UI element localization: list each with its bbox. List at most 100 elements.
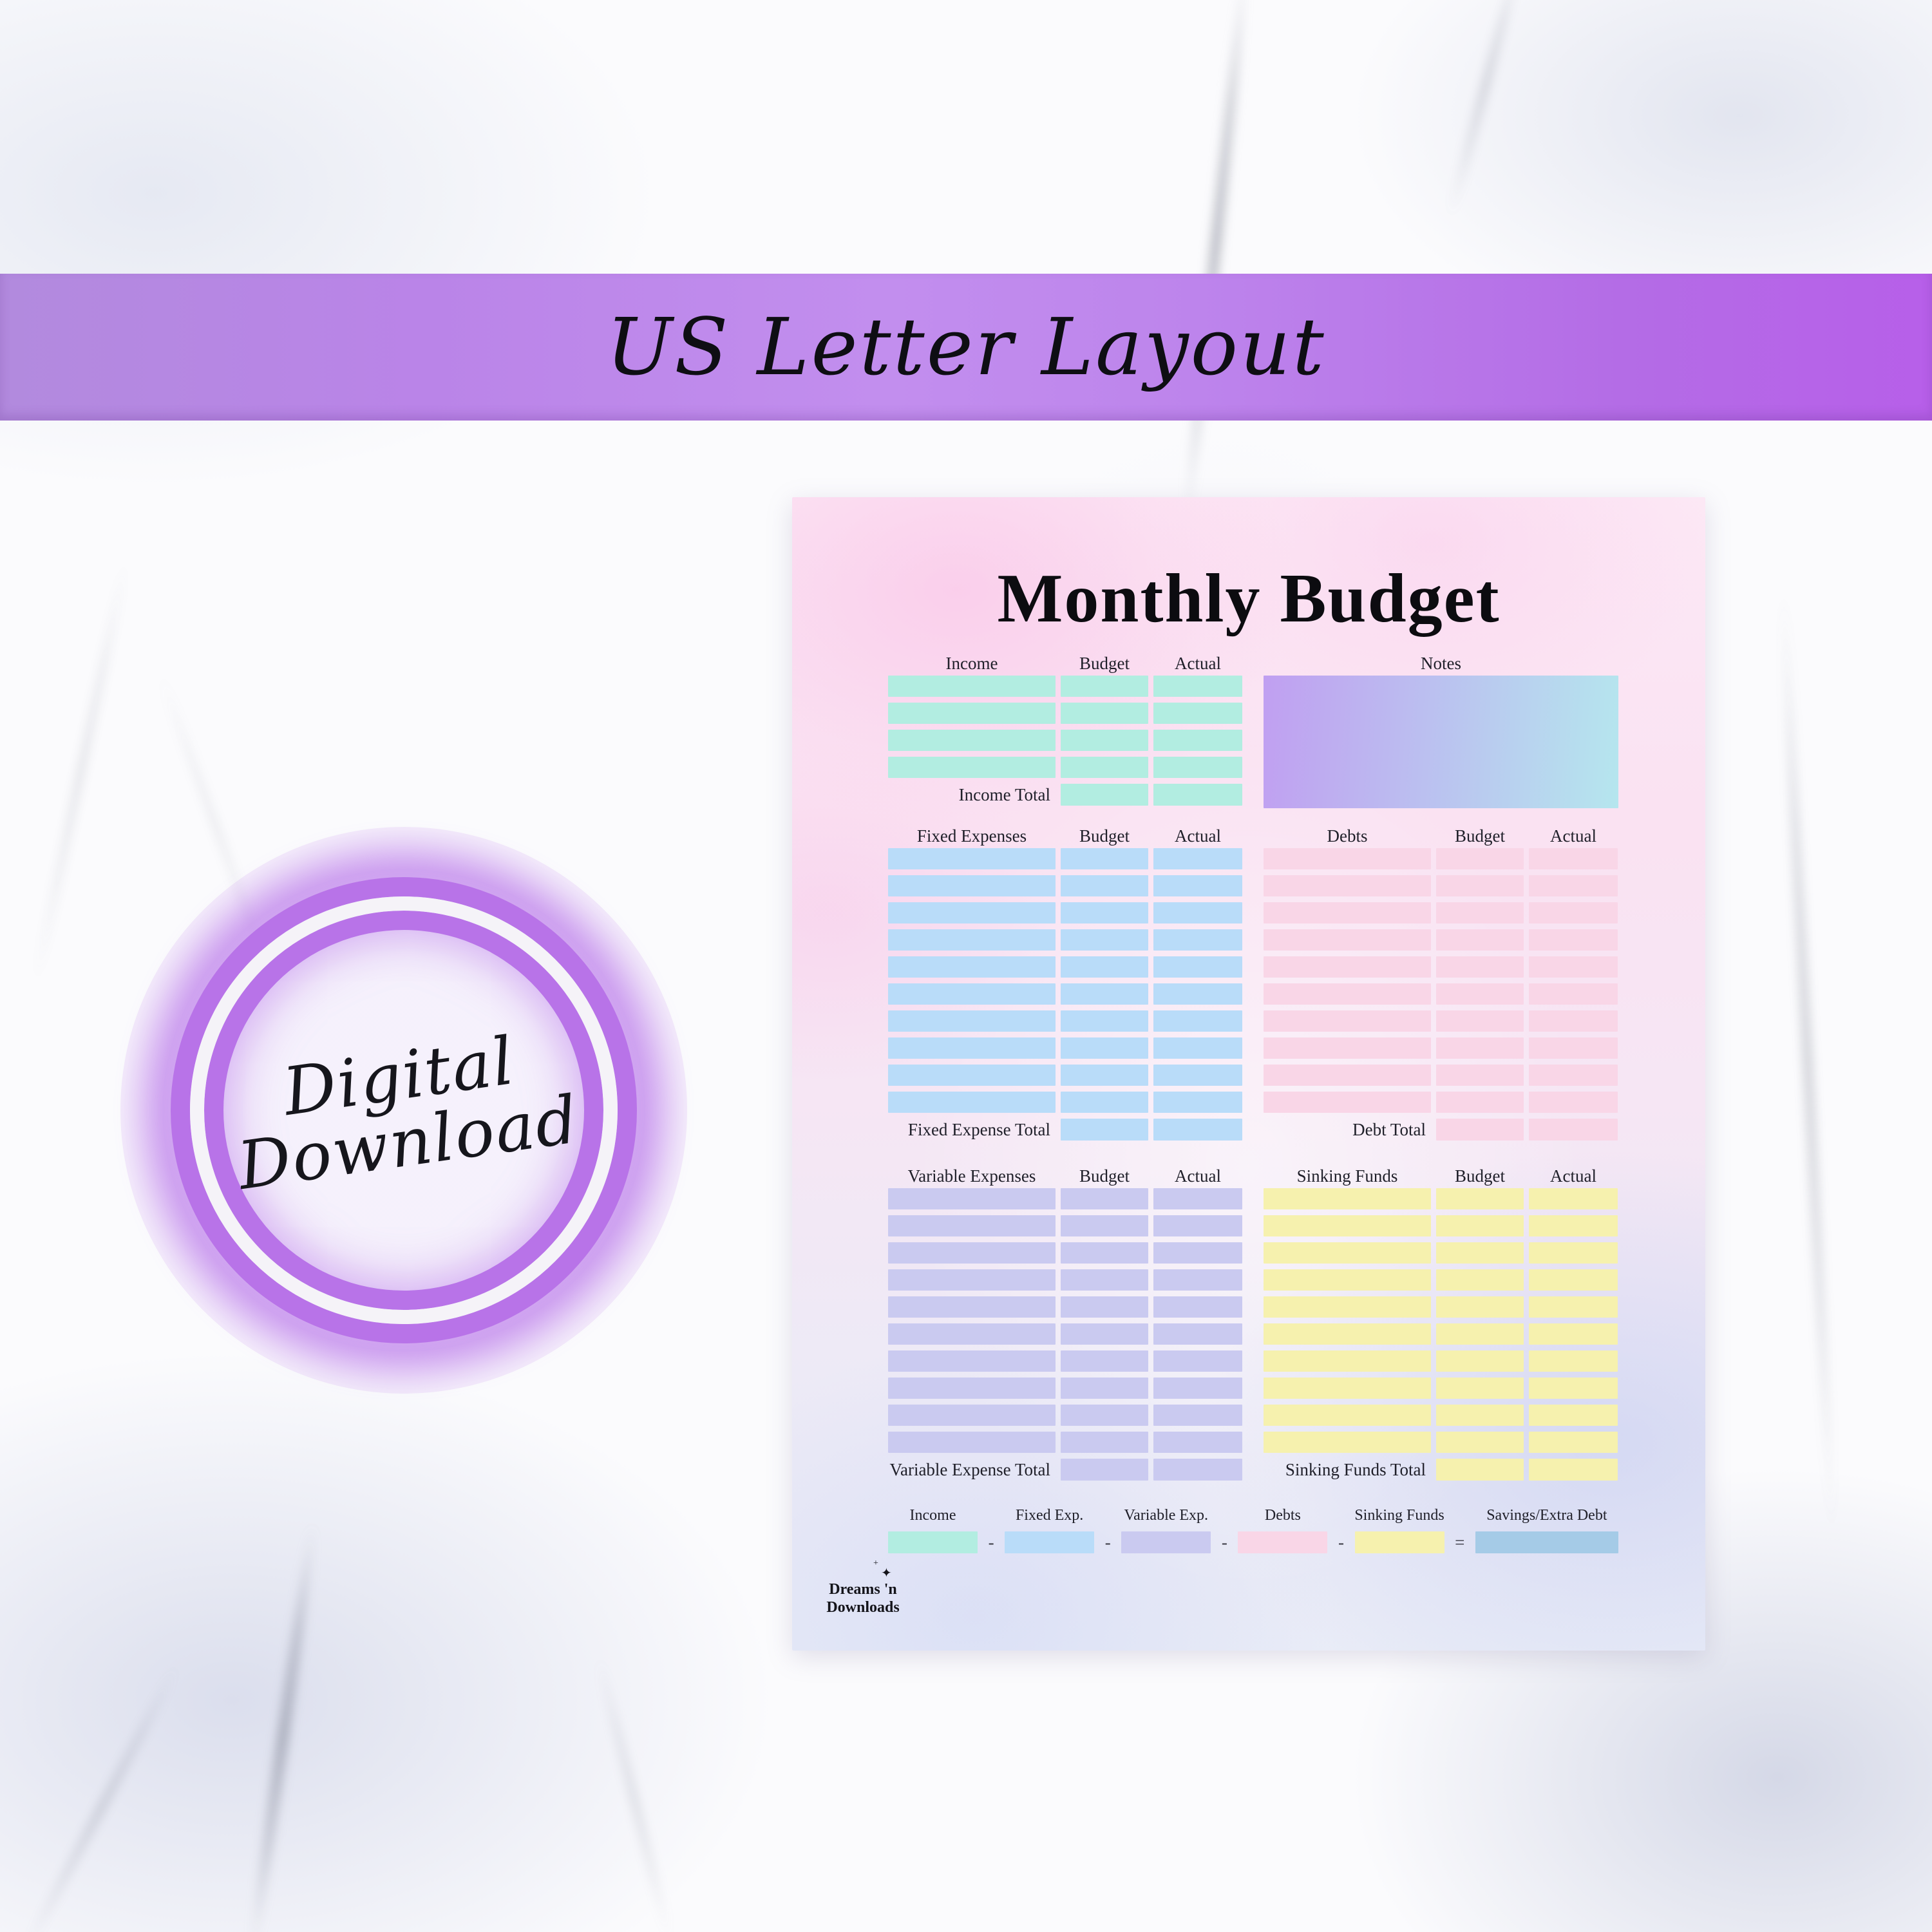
empty-cell-actual xyxy=(1153,1323,1242,1345)
empty-cell-actual xyxy=(1153,703,1242,724)
empty-cell-budget xyxy=(1436,1037,1524,1059)
empty-cell-actual xyxy=(1529,1323,1618,1345)
debts-rows xyxy=(1264,848,1618,1113)
empty-cell-actual xyxy=(1529,848,1618,869)
formula-color-box xyxy=(1238,1531,1328,1553)
table-row xyxy=(1264,1405,1618,1426)
empty-cell-name xyxy=(1264,1269,1431,1291)
formula-item: Variable Exp. xyxy=(1121,1507,1211,1553)
logo-line-1: Dreams 'n xyxy=(829,1581,897,1598)
column-header-actual: Actual xyxy=(1550,1166,1596,1186)
banner: US Letter Layout xyxy=(0,274,1932,421)
table-row xyxy=(888,676,1242,697)
formula-item: Sinking Funds xyxy=(1354,1507,1444,1553)
formula-label: Fixed Exp. xyxy=(1015,1507,1084,1524)
total-label: Variable Expense Total xyxy=(889,1459,1050,1479)
empty-cell-name xyxy=(1264,1323,1431,1345)
marble-vein xyxy=(594,1652,674,1932)
empty-cell-budget xyxy=(1436,929,1524,951)
digital-download-badge: Digital Download xyxy=(120,827,687,1394)
empty-cell-actual xyxy=(1529,1378,1618,1399)
income-header-row: Income Budget Actual xyxy=(888,652,1242,674)
empty-cell-budget xyxy=(1436,1405,1524,1426)
formula-color-box xyxy=(1005,1531,1095,1553)
variable-total-row: Variable Expense Total xyxy=(888,1459,1242,1481)
empty-cell-budget xyxy=(1061,1215,1148,1236)
empty-cell-actual xyxy=(1153,1119,1242,1141)
table-row xyxy=(1264,1323,1618,1345)
table-row xyxy=(1264,1242,1618,1264)
empty-cell-budget xyxy=(1061,1459,1148,1481)
empty-cell-actual xyxy=(1153,1188,1242,1209)
empty-cell-budget xyxy=(1436,983,1524,1005)
empty-cell-actual xyxy=(1153,848,1242,869)
empty-cell-name xyxy=(888,1296,1056,1318)
empty-cell-name xyxy=(1264,1296,1431,1318)
budget-formula-strip: Income - Fixed Exp. - Variable Exp. - Debts - Si… xyxy=(888,1507,1618,1553)
empty-cell-actual xyxy=(1153,1269,1242,1291)
empty-cell-budget xyxy=(1061,1065,1148,1086)
empty-cell-budget xyxy=(1061,1242,1148,1264)
variable-rows xyxy=(888,1188,1242,1453)
formula-item: Savings/Extra Debt xyxy=(1475,1507,1618,1553)
table-row xyxy=(888,929,1242,951)
empty-cell-name xyxy=(888,676,1056,697)
fixed-rows xyxy=(888,848,1242,1113)
column-header-budget: Budget xyxy=(1455,826,1505,846)
empty-cell-actual xyxy=(1153,1432,1242,1453)
total-label: Debt Total xyxy=(1352,1119,1426,1139)
empty-cell-name xyxy=(888,1350,1056,1372)
empty-cell-name xyxy=(888,875,1056,896)
empty-cell-actual xyxy=(1153,1215,1242,1236)
table-row xyxy=(888,703,1242,724)
table-row xyxy=(1264,956,1618,978)
total-label: Fixed Expense Total xyxy=(907,1119,1050,1139)
empty-cell-budget xyxy=(1061,1010,1148,1032)
table-row xyxy=(1264,1269,1618,1291)
empty-cell-budget xyxy=(1436,1296,1524,1318)
table-row xyxy=(888,1296,1242,1318)
table-row xyxy=(1264,1378,1618,1399)
table-row xyxy=(888,1323,1242,1345)
empty-cell-actual xyxy=(1529,956,1618,978)
empty-cell-name xyxy=(888,1037,1056,1059)
empty-cell-name xyxy=(888,1323,1056,1345)
empty-cell-budget xyxy=(1436,1323,1524,1345)
empty-cell-actual xyxy=(1153,1378,1242,1399)
empty-cell-actual xyxy=(1153,1065,1242,1086)
empty-cell-actual xyxy=(1153,1459,1242,1481)
formula-item: Fixed Exp. xyxy=(1005,1507,1095,1553)
income-section: Income Budget Actual Income Total xyxy=(888,652,1242,806)
table-row xyxy=(888,875,1242,896)
table-row xyxy=(1264,1037,1618,1059)
empty-cell-budget xyxy=(1061,1350,1148,1372)
empty-cell-actual xyxy=(1153,1037,1242,1059)
empty-cell-budget xyxy=(1061,784,1148,806)
table-row xyxy=(888,730,1242,751)
empty-cell-budget xyxy=(1436,956,1524,978)
empty-cell-budget xyxy=(1436,1188,1524,1209)
table-row xyxy=(1264,1215,1618,1236)
notes-box xyxy=(1264,676,1618,808)
minus-operator: - xyxy=(988,1532,994,1552)
debts-total-row: Debt Total xyxy=(1264,1119,1618,1141)
empty-cell-actual xyxy=(1529,1119,1618,1141)
empty-cell-budget xyxy=(1061,1405,1148,1426)
debts-header-row: Debts Budget Actual xyxy=(1264,824,1618,846)
column-header-income: Income xyxy=(945,654,998,673)
empty-cell-name xyxy=(1264,1215,1431,1236)
empty-cell-actual xyxy=(1153,757,1242,778)
empty-cell-name xyxy=(888,1432,1056,1453)
empty-cell-budget xyxy=(1061,1323,1148,1345)
formula-label: Income xyxy=(909,1507,956,1524)
empty-cell-actual xyxy=(1153,1296,1242,1318)
table-row xyxy=(1264,1432,1618,1453)
empty-cell-actual xyxy=(1153,730,1242,751)
empty-cell-name xyxy=(1264,1242,1431,1264)
empty-cell-name xyxy=(888,1092,1056,1113)
empty-cell-budget xyxy=(1436,875,1524,896)
empty-cell-name xyxy=(1264,1350,1431,1372)
table-row xyxy=(888,1269,1242,1291)
empty-cell-actual xyxy=(1529,875,1618,896)
column-header-fixed-expenses: Fixed Expenses xyxy=(916,826,1027,846)
